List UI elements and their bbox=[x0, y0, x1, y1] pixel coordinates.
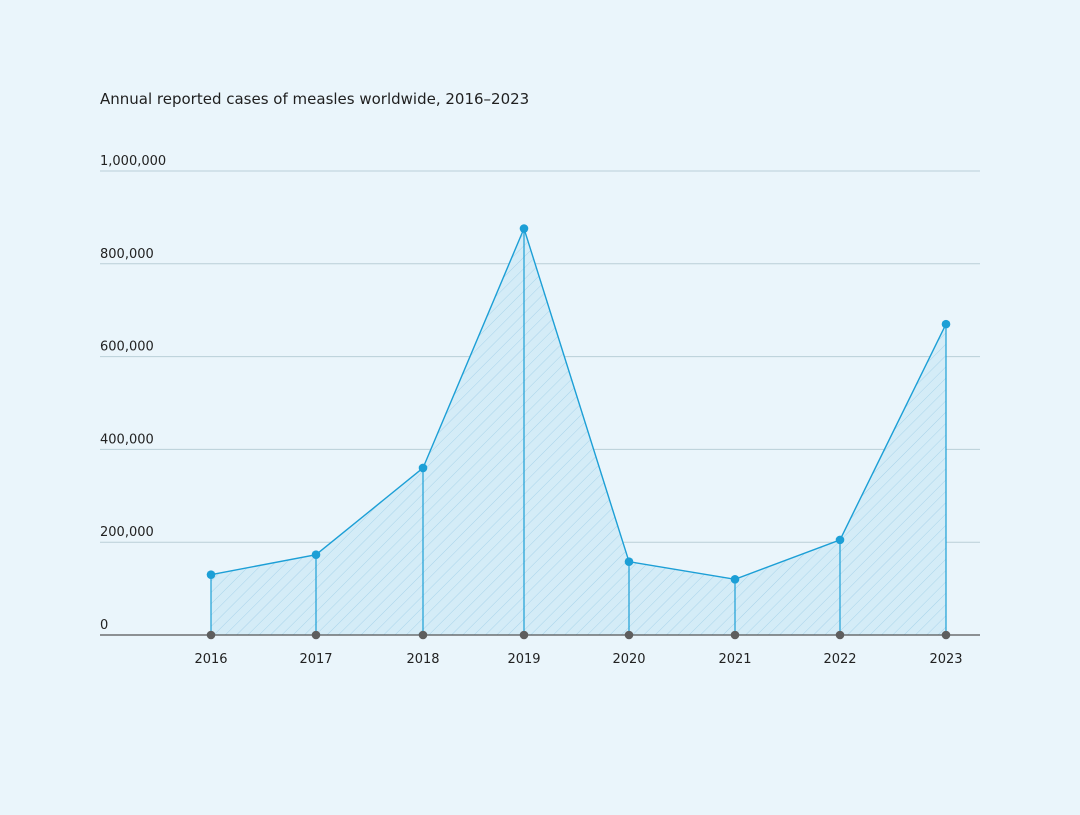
y-tick-label-2: 400,000 bbox=[100, 432, 154, 447]
data-point-2021 bbox=[730, 575, 740, 584]
series-line bbox=[210, 226, 947, 581]
y-tick-label-4: 800,000 bbox=[100, 247, 154, 262]
data-point-2017 bbox=[311, 550, 321, 560]
x-tick-label-2020: 2020 bbox=[612, 652, 645, 667]
baseline-marker-2019 bbox=[519, 630, 529, 640]
x-tick-label-2017: 2017 bbox=[299, 652, 332, 667]
baseline-marker-2016 bbox=[206, 630, 216, 640]
y-tick-label-3: 600,000 bbox=[100, 340, 154, 355]
y-axis-labels: 0 200,000 400,000 600,000 800,000 1,000,000 bbox=[100, 154, 166, 633]
x-tick-label-2021: 2021 bbox=[718, 652, 751, 667]
data-points bbox=[206, 224, 951, 640]
data-point-2016 bbox=[206, 570, 216, 579]
data-point-2022 bbox=[835, 535, 845, 545]
y-tick-label-5: 1,000,000 bbox=[100, 154, 166, 169]
y-tick-label-0: 0 bbox=[100, 618, 108, 633]
x-axis-labels: 2016 2017 2018 2019 2020 2021 2022 2023 bbox=[194, 652, 962, 667]
baseline-marker-2023 bbox=[941, 630, 951, 640]
data-point-2018 bbox=[418, 463, 428, 473]
baseline-marker-2018 bbox=[418, 630, 428, 640]
x-tick-label-2022: 2022 bbox=[823, 652, 856, 667]
baseline-marker-2021 bbox=[730, 630, 740, 640]
data-point-2019 bbox=[519, 224, 529, 233]
series-line-group bbox=[210, 226, 947, 581]
baseline-marker-2017 bbox=[311, 630, 321, 640]
area-fill bbox=[211, 228, 946, 635]
series-area bbox=[211, 228, 946, 635]
baseline-marker-2022 bbox=[835, 630, 845, 640]
x-tick-label-2019: 2019 bbox=[507, 652, 540, 667]
x-tick-label-2018: 2018 bbox=[406, 652, 439, 667]
chart-title: Annual reported cases of measles worldwi… bbox=[100, 90, 530, 108]
x-tick-label-2023: 2023 bbox=[929, 652, 962, 667]
y-tick-label-1: 200,000 bbox=[100, 525, 154, 540]
data-point-2020 bbox=[624, 557, 634, 566]
drop-lines bbox=[210, 228, 947, 635]
baseline-marker-2020 bbox=[624, 630, 634, 640]
x-tick-label-2016: 2016 bbox=[194, 652, 227, 667]
data-point-2023 bbox=[941, 319, 951, 329]
